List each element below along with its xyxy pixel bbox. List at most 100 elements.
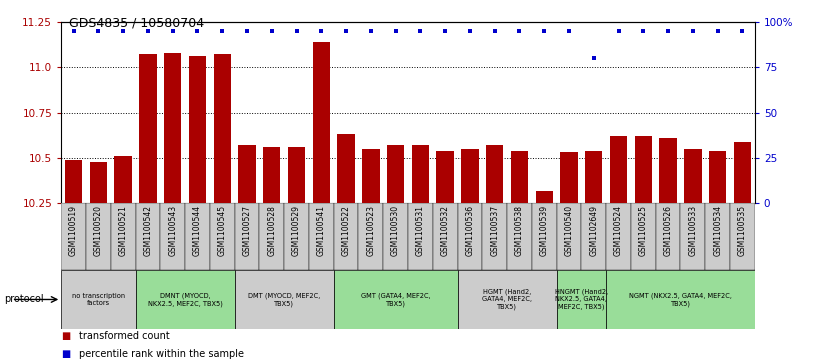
Bar xyxy=(135,270,235,329)
Bar xyxy=(61,203,86,270)
Bar xyxy=(140,54,157,203)
Bar xyxy=(235,203,259,270)
Bar xyxy=(705,203,730,270)
Bar xyxy=(309,203,334,270)
Text: no transcription
factors: no transcription factors xyxy=(72,293,125,306)
Bar xyxy=(65,160,82,203)
Point xyxy=(364,28,377,34)
Bar xyxy=(582,203,606,270)
Text: GSM1100524: GSM1100524 xyxy=(614,205,623,256)
Bar xyxy=(188,56,206,203)
Bar xyxy=(210,203,235,270)
Bar xyxy=(458,270,557,329)
Point xyxy=(711,28,724,34)
Text: GSM1100529: GSM1100529 xyxy=(292,205,301,256)
Bar xyxy=(482,203,507,270)
Text: GSM1100528: GSM1100528 xyxy=(268,205,277,256)
Text: GSM1100545: GSM1100545 xyxy=(218,205,227,256)
Bar xyxy=(334,203,358,270)
Bar xyxy=(358,203,384,270)
Text: GSM1100527: GSM1100527 xyxy=(242,205,251,256)
Bar xyxy=(606,203,631,270)
Text: GSM1100521: GSM1100521 xyxy=(118,205,127,256)
Point xyxy=(315,28,328,34)
Bar xyxy=(684,149,702,203)
Bar xyxy=(61,270,135,329)
Bar xyxy=(606,270,755,329)
Bar xyxy=(111,203,135,270)
Bar xyxy=(164,53,181,203)
Text: HGMT (Hand2,
GATA4, MEF2C,
TBX5): HGMT (Hand2, GATA4, MEF2C, TBX5) xyxy=(482,289,532,310)
Point xyxy=(141,28,154,34)
Bar xyxy=(681,203,705,270)
Bar xyxy=(561,152,578,203)
Text: GSM1100535: GSM1100535 xyxy=(738,205,747,256)
Text: GSM1100520: GSM1100520 xyxy=(94,205,103,256)
Bar xyxy=(387,145,404,203)
Point xyxy=(339,28,353,34)
Text: GDS4835 / 10580704: GDS4835 / 10580704 xyxy=(69,16,205,29)
Bar xyxy=(235,270,334,329)
Point xyxy=(414,28,427,34)
Point xyxy=(241,28,254,34)
Text: GSM1100532: GSM1100532 xyxy=(441,205,450,256)
Text: GSM1100526: GSM1100526 xyxy=(663,205,672,256)
Bar xyxy=(337,134,355,203)
Bar xyxy=(656,203,681,270)
Bar xyxy=(635,136,652,203)
Bar xyxy=(631,203,656,270)
Bar xyxy=(535,191,553,203)
Bar xyxy=(288,147,305,203)
Text: GSM1100525: GSM1100525 xyxy=(639,205,648,256)
Point xyxy=(662,28,675,34)
Point xyxy=(562,28,575,34)
Text: GSM1100538: GSM1100538 xyxy=(515,205,524,256)
Bar xyxy=(313,42,330,203)
Bar xyxy=(458,203,482,270)
Text: GSM1100522: GSM1100522 xyxy=(342,205,351,256)
Text: GSM1100519: GSM1100519 xyxy=(69,205,78,256)
Bar xyxy=(384,203,408,270)
Point xyxy=(612,28,625,34)
Point xyxy=(290,28,303,34)
Bar xyxy=(709,151,726,203)
Text: DMNT (MYOCD,
NKX2.5, MEF2C, TBX5): DMNT (MYOCD, NKX2.5, MEF2C, TBX5) xyxy=(148,292,223,307)
Point xyxy=(488,28,501,34)
Bar xyxy=(135,203,160,270)
Text: GSM1100537: GSM1100537 xyxy=(490,205,499,256)
Bar xyxy=(557,203,581,270)
Text: percentile rank within the sample: percentile rank within the sample xyxy=(79,349,244,359)
Text: GMT (GATA4, MEF2C,
TBX5): GMT (GATA4, MEF2C, TBX5) xyxy=(361,292,430,307)
Text: HNGMT (Hand2,
NKX2.5, GATA4,
MEF2C, TBX5): HNGMT (Hand2, NKX2.5, GATA4, MEF2C, TBX5… xyxy=(555,289,608,310)
Text: DMT (MYOCD, MEF2C,
TBX5): DMT (MYOCD, MEF2C, TBX5) xyxy=(248,292,320,307)
Bar xyxy=(437,151,454,203)
Bar xyxy=(610,136,628,203)
Bar xyxy=(90,162,107,203)
Bar xyxy=(259,203,284,270)
Text: GSM1100534: GSM1100534 xyxy=(713,205,722,256)
Point xyxy=(588,55,601,61)
Text: GSM1100543: GSM1100543 xyxy=(168,205,177,256)
Text: ■: ■ xyxy=(61,331,70,341)
Bar xyxy=(730,203,755,270)
Text: GSM1100544: GSM1100544 xyxy=(193,205,202,256)
Bar xyxy=(557,270,606,329)
Bar xyxy=(284,203,309,270)
Text: GSM1100540: GSM1100540 xyxy=(565,205,574,256)
Text: transformed count: transformed count xyxy=(79,331,170,341)
Bar xyxy=(659,138,676,203)
Point xyxy=(215,28,228,34)
Bar xyxy=(461,149,479,203)
Bar xyxy=(86,203,111,270)
Bar xyxy=(432,203,458,270)
Point xyxy=(439,28,452,34)
Bar xyxy=(734,142,751,203)
Bar xyxy=(507,203,532,270)
Text: GSM1100533: GSM1100533 xyxy=(689,205,698,256)
Bar xyxy=(511,151,528,203)
Text: GSM1100536: GSM1100536 xyxy=(465,205,474,256)
Text: GSM1100539: GSM1100539 xyxy=(539,205,548,256)
Text: GSM1100523: GSM1100523 xyxy=(366,205,375,256)
Point xyxy=(265,28,278,34)
Bar xyxy=(114,156,132,203)
